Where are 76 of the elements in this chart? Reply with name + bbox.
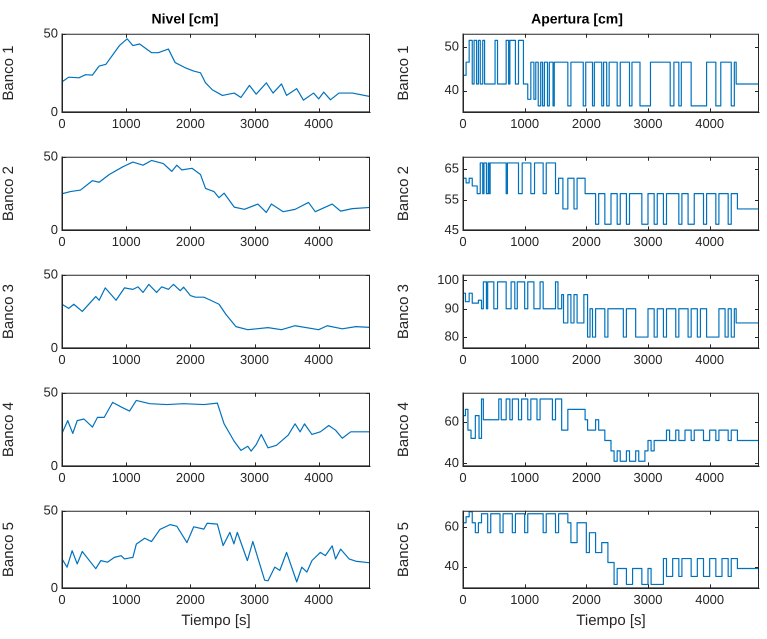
x-tick-label: 1000 (112, 116, 141, 131)
x-tick-label: 1000 (510, 234, 540, 249)
x-tick-label: 1000 (510, 470, 540, 485)
y-axis-title: Banco 2 (0, 166, 18, 222)
y-axis-title: Banco 5 (395, 522, 412, 578)
x-tick-label: 1000 (112, 234, 141, 249)
chart-title: Nivel [cm] (152, 10, 218, 26)
x-tick-label: 4000 (695, 234, 724, 249)
x-tick-label: 2000 (572, 116, 601, 131)
x-tick-label: 3000 (634, 234, 662, 249)
x-tick-label: 1000 (112, 592, 141, 607)
y-tick-label: 0 (50, 580, 58, 595)
chart-title: Apertura [cm] (531, 10, 623, 26)
x-tick-label: 1000 (510, 592, 540, 607)
y-tick-label: 40 (444, 82, 459, 98)
x-tick-label: 2000 (176, 470, 205, 485)
y-axis-title: Banco 3 (0, 284, 18, 340)
x-tick-label: 4000 (695, 352, 724, 367)
y-axis-title: Banco 5 (0, 522, 18, 578)
x-tick-label: 2000 (572, 352, 601, 367)
y-tick-label: 50 (44, 384, 58, 400)
x-tick-label: 3000 (240, 470, 269, 485)
x-tick-label: 4000 (304, 352, 334, 367)
x-tick-label: 4000 (304, 234, 334, 249)
x-tick-label: 3000 (634, 352, 662, 367)
y-tick-label: 65 (444, 160, 459, 176)
y-tick-label: 55 (444, 191, 459, 206)
x-tick-label: 4000 (695, 470, 724, 485)
x-axis-title: Tiempo [s] (576, 612, 646, 630)
y-axis-title: Banco 4 (395, 402, 412, 458)
y-tick-label: 40 (444, 558, 459, 574)
x-tick-label: 3000 (634, 592, 662, 607)
x-axis-title: Tiempo [s] (181, 612, 251, 630)
y-tick-label: 0 (50, 458, 58, 473)
x-tick-label: 1000 (112, 352, 141, 367)
y-tick-label: 0 (50, 340, 58, 355)
y-axis-title: Banco 3 (395, 284, 412, 340)
y-tick-label: 50 (44, 25, 58, 40)
y-tick-label: 0 (50, 104, 58, 119)
y-tick-label: 45 (444, 222, 459, 237)
x-tick-label: 2000 (176, 352, 205, 367)
y-axis-title: Banco 1 (0, 46, 18, 101)
y-tick-label: 50 (444, 38, 459, 54)
x-tick-label: 4000 (304, 470, 334, 485)
x-tick-label: 3000 (240, 352, 269, 367)
x-tick-label: 3000 (240, 592, 269, 607)
y-tick-label: 0 (50, 222, 58, 237)
y-tick-label: 60 (444, 413, 459, 428)
y-tick-label: 90 (444, 300, 459, 316)
y-tick-label: 50 (44, 266, 58, 282)
x-tick-label: 2000 (572, 592, 601, 607)
y-tick-label: 50 (44, 502, 58, 518)
x-tick-label: 4000 (695, 592, 724, 607)
x-tick-label: 1000 (510, 352, 540, 367)
x-tick-label: 1000 (112, 470, 141, 485)
y-tick-label: 80 (444, 328, 459, 344)
x-tick-label: 2000 (176, 592, 205, 607)
y-tick-label: 60 (444, 518, 459, 534)
y-tick-label: 100 (437, 272, 459, 288)
x-tick-label: 2000 (572, 470, 601, 485)
y-tick-label: 50 (44, 148, 58, 164)
x-tick-label: 3000 (634, 470, 662, 485)
y-axis-title: Banco 1 (395, 46, 412, 101)
x-tick-label: 2000 (176, 116, 205, 131)
x-tick-label: 3000 (634, 116, 662, 131)
x-tick-label: 4000 (304, 592, 334, 607)
x-tick-label: 3000 (240, 116, 269, 131)
x-tick-label: 4000 (304, 116, 334, 131)
y-tick-label: 40 (444, 454, 459, 470)
y-axis-title: Banco 2 (395, 166, 412, 222)
x-tick-label: 3000 (240, 234, 269, 249)
x-tick-label: 4000 (695, 116, 724, 131)
x-tick-label: 2000 (176, 234, 205, 249)
x-tick-label: 2000 (572, 234, 601, 249)
x-tick-label: 1000 (510, 116, 540, 131)
y-axis-title: Banco 4 (0, 402, 18, 458)
